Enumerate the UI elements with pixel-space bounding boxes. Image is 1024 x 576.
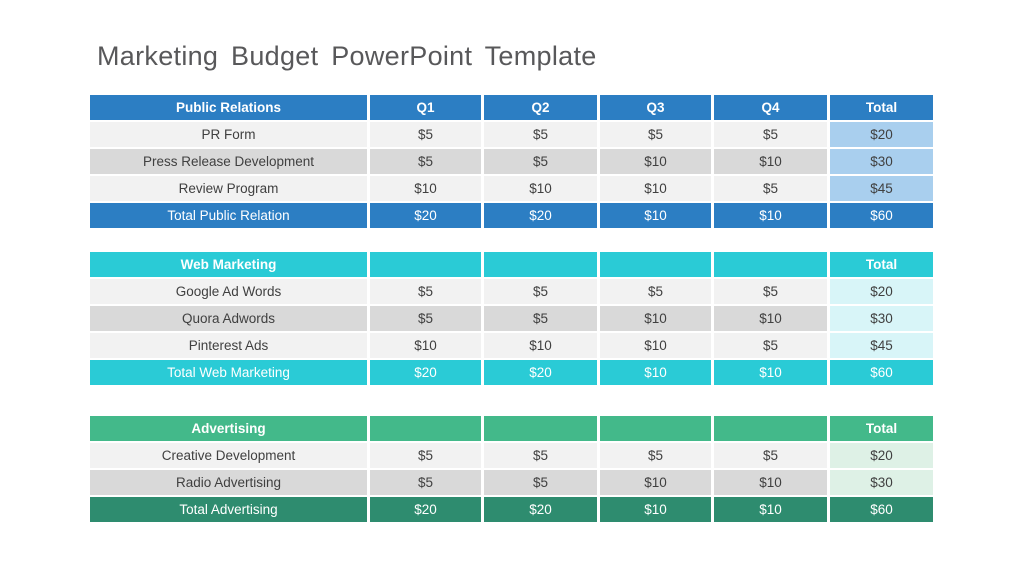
table-web-marketing-header-cell-2	[484, 252, 597, 277]
total-row-label: Total Web Marketing	[90, 360, 367, 385]
cell-value-q3: $10	[600, 149, 711, 174]
table-public-relations-header-cell-5: Total	[830, 95, 933, 120]
cell-value-q1: $5	[370, 279, 481, 304]
total-row-grand-total: $60	[830, 497, 933, 522]
cell-value-q4: $5	[714, 176, 827, 201]
table-advertising-header-cell-1	[370, 416, 481, 441]
table-web-marketing-header-cell-0: Web Marketing	[90, 252, 367, 277]
total-row-value-q4: $10	[714, 497, 827, 522]
cell-value-q1: $5	[370, 470, 481, 495]
cell-value-q1: $10	[370, 333, 481, 358]
cell-value-q1: $5	[370, 443, 481, 468]
cell-value-total: $20	[830, 122, 933, 147]
total-row-value-q2: $20	[484, 497, 597, 522]
table-advertising-header-cell-4	[714, 416, 827, 441]
cell-value-q3: $5	[600, 279, 711, 304]
slide-title: Marketing Budget PowerPoint Template	[97, 41, 597, 71]
cell-value-q1: $10	[370, 176, 481, 201]
cell-value-q3: $10	[600, 306, 711, 331]
cell-value-total: $20	[830, 443, 933, 468]
cell-value-q2: $5	[484, 122, 597, 147]
table-web-marketing: Web Marketing Total Google Ad Words $5 $5 $5 $…	[90, 252, 933, 385]
cell-value-q3: $10	[600, 176, 711, 201]
cell-value-q2: $5	[484, 443, 597, 468]
cell-value-q3: $5	[600, 443, 711, 468]
total-row-value-q3: $10	[600, 203, 711, 228]
table-advertising-header-cell-3	[600, 416, 711, 441]
cell-value-q4: $10	[714, 149, 827, 174]
cell-value-total: $30	[830, 149, 933, 174]
cell-value-q4: $5	[714, 122, 827, 147]
table-public-relations-header-cell-3: Q3	[600, 95, 711, 120]
total-row-value-q1: $20	[370, 360, 481, 385]
total-row-grand-total: $60	[830, 360, 933, 385]
total-row-label: Total Advertising	[90, 497, 367, 522]
cell-value-q2: $10	[484, 176, 597, 201]
total-row-label: Total Public Relation	[90, 203, 367, 228]
total-row-value-q2: $20	[484, 203, 597, 228]
cell-value-total: $30	[830, 306, 933, 331]
cell-value-q4: $5	[714, 443, 827, 468]
row-label: Pinterest Ads	[90, 333, 367, 358]
cell-value-q3: $10	[600, 470, 711, 495]
cell-value-q2: $5	[484, 470, 597, 495]
table-advertising-header-cell-2	[484, 416, 597, 441]
cell-value-q2: $5	[484, 279, 597, 304]
cell-value-q3: $10	[600, 333, 711, 358]
total-row-value-q1: $20	[370, 203, 481, 228]
total-row-value-q3: $10	[600, 360, 711, 385]
total-row-value-q4: $10	[714, 203, 827, 228]
cell-value-total: $45	[830, 333, 933, 358]
table-public-relations-header-cell-0: Public Relations	[90, 95, 367, 120]
table-public-relations: Public Relations Q1 Q2 Q3 Q4 Total PR Form $5 $5…	[90, 95, 933, 228]
total-row-grand-total: $60	[830, 203, 933, 228]
cell-value-q4: $5	[714, 333, 827, 358]
table-public-relations-header-cell-2: Q2	[484, 95, 597, 120]
cell-value-q1: $5	[370, 149, 481, 174]
cell-value-total: $30	[830, 470, 933, 495]
cell-value-q4: $10	[714, 470, 827, 495]
row-label: PR Form	[90, 122, 367, 147]
cell-value-q4: $5	[714, 279, 827, 304]
table-public-relations-header-cell-1: Q1	[370, 95, 481, 120]
cell-value-q1: $5	[370, 306, 481, 331]
table-public-relations-header-cell-4: Q4	[714, 95, 827, 120]
table-web-marketing-header-cell-4	[714, 252, 827, 277]
table-advertising-header-cell-5: Total	[830, 416, 933, 441]
total-row-value-q3: $10	[600, 497, 711, 522]
cell-value-q1: $5	[370, 122, 481, 147]
row-label: Google Ad Words	[90, 279, 367, 304]
total-row-value-q1: $20	[370, 497, 481, 522]
cell-value-q3: $5	[600, 122, 711, 147]
cell-value-q2: $10	[484, 333, 597, 358]
cell-value-total: $20	[830, 279, 933, 304]
total-row-value-q4: $10	[714, 360, 827, 385]
cell-value-q2: $5	[484, 306, 597, 331]
row-label: Quora Adwords	[90, 306, 367, 331]
total-row-value-q2: $20	[484, 360, 597, 385]
row-label: Creative Development	[90, 443, 367, 468]
cell-value-total: $45	[830, 176, 933, 201]
row-label: Press Release Development	[90, 149, 367, 174]
table-web-marketing-header-cell-5: Total	[830, 252, 933, 277]
table-web-marketing-header-cell-3	[600, 252, 711, 277]
table-advertising: Advertising Total Creative Development $5 $5…	[90, 416, 933, 522]
row-label: Radio Advertising	[90, 470, 367, 495]
row-label: Review Program	[90, 176, 367, 201]
table-advertising-header-cell-0: Advertising	[90, 416, 367, 441]
tables-area: Public Relations Q1 Q2 Q3 Q4 Total PR Form $5 $5…	[90, 95, 933, 522]
cell-value-q2: $5	[484, 149, 597, 174]
table-web-marketing-header-cell-1	[370, 252, 481, 277]
cell-value-q4: $10	[714, 306, 827, 331]
